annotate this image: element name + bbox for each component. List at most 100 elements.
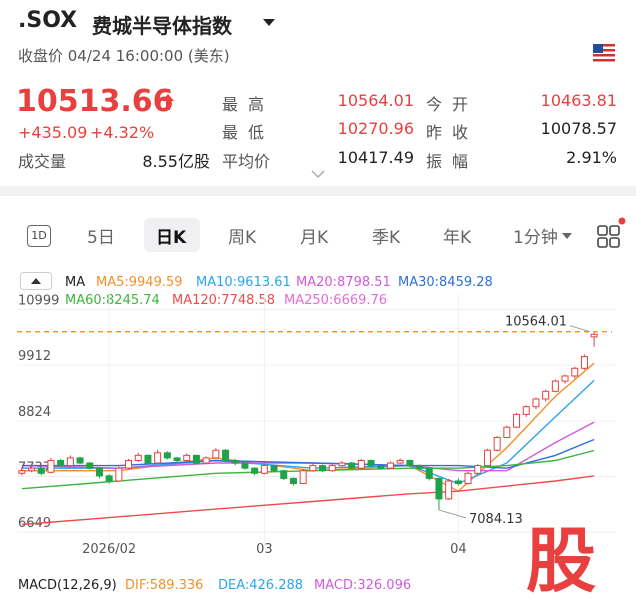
ma-line — [21, 449, 595, 490]
candle-body — [367, 459, 375, 467]
candle-body — [348, 462, 356, 469]
candle-body — [95, 467, 103, 477]
candle-body — [425, 467, 433, 479]
separator — [0, 186, 636, 196]
stat-value: 8.55亿股 — [142, 152, 210, 171]
macd-macd: MACD:326.096 — [314, 578, 411, 593]
candle-body — [396, 459, 404, 464]
tab[interactable]: 周K — [228, 228, 257, 248]
ma-title: MA — [65, 275, 85, 290]
candle-body — [571, 367, 579, 377]
stat-label: 昨收 — [426, 123, 479, 142]
stat-value: 10417.49 — [337, 148, 414, 167]
stat-label: 最低 — [222, 123, 275, 142]
tab-highlight — [144, 218, 200, 252]
tab-selected[interactable]: 日K — [156, 228, 187, 248]
tab[interactable]: 季K — [372, 228, 401, 248]
candle-body — [241, 462, 249, 469]
candle-body — [493, 436, 501, 451]
candle-body — [513, 413, 521, 428]
candle-body — [435, 477, 443, 500]
candle-body — [192, 454, 200, 464]
candle-body — [66, 457, 74, 467]
tab[interactable]: 月K — [300, 228, 329, 248]
tab[interactable]: 5日 — [87, 228, 115, 248]
dropdown-arrow[interactable] — [262, 18, 276, 28]
candle-body — [28, 467, 36, 472]
candle-body — [173, 457, 181, 461]
candle-body — [454, 480, 462, 485]
tab-dropdown[interactable] — [562, 233, 572, 240]
tab-1d[interactable]: 1D — [27, 225, 51, 247]
candle-body — [532, 398, 540, 408]
candle-body — [251, 467, 259, 474]
watermark: 股 — [526, 520, 596, 602]
candle-body — [260, 465, 268, 474]
stat-label: 振幅 — [426, 152, 479, 171]
legend-entry: MA60:8245.74 — [65, 293, 160, 308]
stat-label: 最高 — [222, 95, 275, 114]
layout-button[interactable] — [597, 217, 627, 249]
leader — [569, 325, 591, 333]
candle-body — [416, 465, 424, 469]
legend-entry: MA250:6669.76 — [284, 293, 387, 308]
candle-body — [280, 470, 288, 479]
macd-dea: DEA:426.288 — [218, 578, 303, 593]
candle-body — [154, 452, 162, 464]
legend-entry: MA5:9949.59 — [96, 275, 183, 290]
candle-body — [163, 452, 171, 459]
us-flag — [593, 44, 615, 62]
macd-dif: DIF:589.336 — [125, 578, 203, 593]
legend-entry: MA120:7748.58 — [172, 293, 275, 308]
candle-body — [222, 449, 230, 461]
legend-entry: MA30:8459.28 — [398, 275, 493, 290]
candle-body — [309, 465, 317, 472]
candle-body — [115, 467, 123, 482]
change-pct: +4.32% — [90, 123, 155, 142]
tab[interactable]: 1分钟 — [513, 228, 558, 248]
x-tick-label: 03 — [256, 542, 273, 557]
candle-body — [338, 462, 346, 467]
candle-body — [319, 465, 327, 472]
candle-body — [212, 449, 220, 459]
candle-body — [386, 462, 394, 469]
stat-label: 平均价 — [222, 152, 271, 171]
candle-body — [474, 465, 482, 474]
change: +435.09 — [18, 123, 88, 142]
candle-body — [289, 477, 297, 485]
legend-entry: MA20:8798.51 — [296, 275, 391, 290]
candle-body — [551, 380, 559, 392]
ma-line — [21, 475, 595, 526]
tab[interactable]: 年K — [443, 228, 472, 248]
candle-body — [134, 454, 142, 461]
candle-body — [580, 356, 588, 369]
macd-title: MACD(12,26,9) — [18, 578, 117, 593]
collapse-button[interactable] — [20, 272, 52, 290]
index-name[interactable]: 费城半导体指数 — [92, 14, 232, 38]
candle-body — [328, 465, 336, 472]
candle-body — [357, 459, 365, 469]
stat-value: 10270.96 — [337, 119, 414, 138]
candle-body — [406, 459, 414, 467]
status: 收盘价 04/24 16:00:00 (美东) — [18, 47, 230, 65]
ma-line — [21, 438, 595, 469]
expand-chevron[interactable] — [311, 170, 325, 179]
up-arrow — [162, 94, 174, 110]
x-tick-label: 2026/02 — [82, 542, 136, 557]
price-line-label: 10564.01 — [505, 315, 567, 330]
candle-body — [76, 457, 84, 464]
y-tick-label: 8824 — [18, 405, 51, 420]
candle-body — [299, 470, 307, 485]
low-label: 7084.13 — [469, 512, 523, 527]
candle-body — [464, 472, 472, 485]
stat-value: 10463.81 — [540, 91, 617, 110]
y-tick-label: 10999 — [18, 293, 59, 308]
symbol: .SOX — [18, 8, 78, 33]
stat-label: 今开 — [426, 95, 479, 114]
candle-body — [202, 457, 210, 464]
candle-body — [522, 406, 530, 415]
candle-body — [37, 467, 45, 474]
candle-body — [18, 470, 26, 474]
